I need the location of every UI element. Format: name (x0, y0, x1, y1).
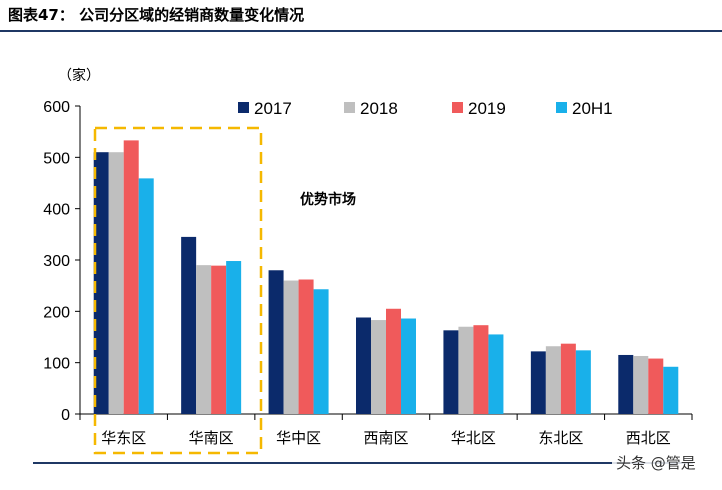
y-axis-unit: （家） (58, 67, 100, 84)
legend-swatch-20H1 (556, 102, 567, 113)
title-rule (0, 30, 722, 32)
bar-2018 (633, 355, 649, 414)
y-tick-label: 0 (61, 407, 70, 424)
y-tick-label: 100 (43, 356, 70, 373)
bar-20H1 (663, 366, 679, 414)
bottom-rule (33, 462, 693, 464)
bar-2019 (123, 140, 139, 415)
highlight-group: 优势市场 (93, 126, 356, 455)
x-tick-label: 西北区 (626, 429, 671, 447)
bar-2019 (648, 358, 664, 414)
bar-2019 (473, 325, 489, 414)
bar-2018 (545, 346, 561, 414)
bar-2017 (93, 152, 109, 414)
legend-swatch-2019 (452, 102, 463, 113)
x-tick-label: 西南区 (363, 429, 408, 447)
y-tick-label: 600 (43, 99, 70, 116)
legend-label-2018: 2018 (360, 99, 398, 118)
legend-label-2019: 2019 (468, 99, 506, 118)
bar-20H1 (575, 350, 591, 414)
x-tick-label: 东北区 (538, 429, 583, 447)
bar-2017 (268, 270, 284, 414)
x-tick-label: 华中区 (276, 429, 321, 447)
bar-2018 (196, 265, 212, 414)
y-tick-label: 500 (43, 150, 70, 167)
y-tick-label: 400 (43, 202, 70, 219)
bar-2017 (618, 354, 634, 414)
bar-2017 (530, 351, 546, 414)
bar-2018 (371, 320, 386, 414)
bar-20H1 (488, 334, 504, 414)
bar-20H1 (401, 318, 416, 414)
x-tick-label: 华北区 (451, 429, 496, 447)
bar-20H1 (138, 178, 154, 414)
bar-2017 (443, 330, 459, 414)
legend: 2017 2018 2019 20H1 (238, 99, 613, 118)
highlight-box (93, 126, 263, 455)
bar-2018 (458, 326, 474, 414)
legend-swatch-2018 (344, 102, 355, 113)
y-tick-labels: 0 100 200 300 400 500 600 (43, 99, 70, 424)
y-tick-label: 200 (43, 304, 70, 321)
annotation-label: 优势市场 (300, 191, 356, 208)
bar-2017 (181, 236, 197, 414)
bar-2017 (356, 317, 371, 414)
bar-2019 (211, 265, 227, 414)
bar-20H1 (226, 261, 242, 414)
bar-2019 (560, 343, 576, 414)
bar-2018 (283, 280, 299, 414)
bar-2019 (386, 308, 401, 414)
watermark: 头条 @管是 (612, 452, 700, 473)
y-tick-label: 300 (43, 253, 70, 270)
legend-label-20H1: 20H1 (572, 99, 613, 118)
bar-2019 (298, 279, 314, 414)
bar-20H1 (313, 289, 329, 414)
bar-2018 (108, 152, 124, 414)
x-tick-label: 华东区 (101, 429, 146, 447)
figure-title: 图表47： 公司分区域的经销商数量变化情况 (8, 6, 305, 24)
x-tick-label: 华南区 (189, 429, 234, 447)
legend-label-2017: 2017 (254, 99, 292, 118)
bars (93, 140, 679, 415)
legend-swatch-2017 (238, 102, 249, 113)
x-tick-labels: 华东区 华南区 华中区 西南区 华北区 东北区 西北区 (101, 429, 671, 447)
